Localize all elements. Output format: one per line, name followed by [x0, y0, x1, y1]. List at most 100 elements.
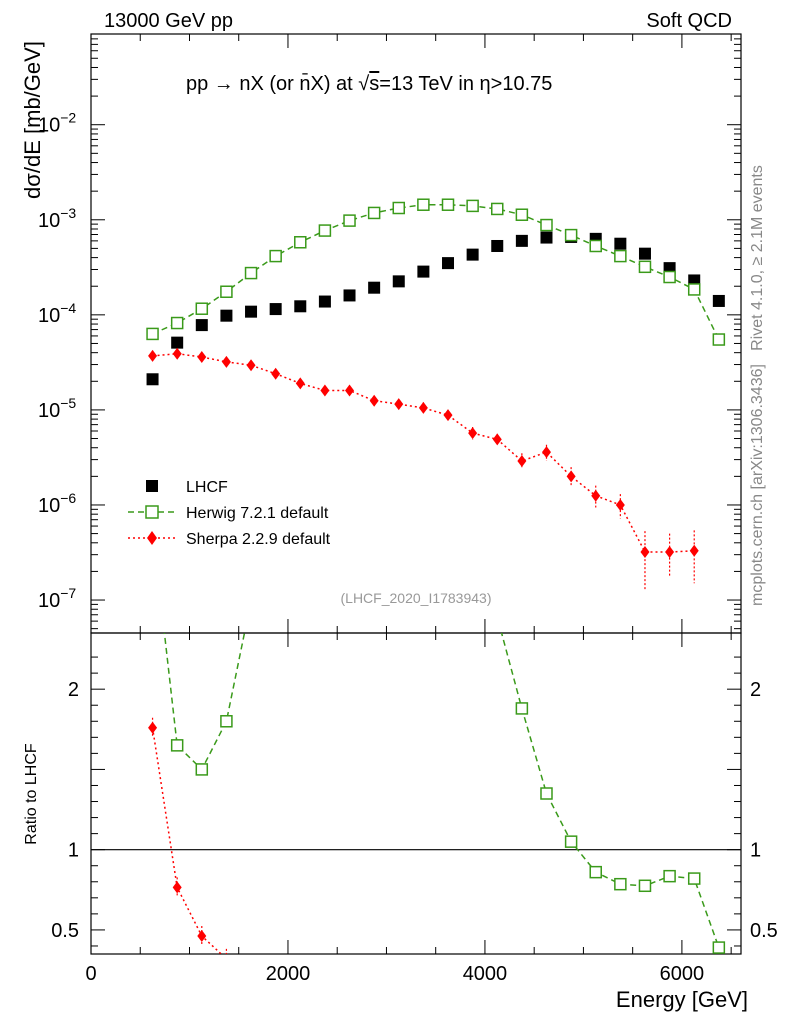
- sherpa-data-point: [246, 359, 256, 372]
- main-plot-marks: [146, 198, 726, 590]
- herwig-data-point: [564, 228, 578, 242]
- lhcf-data-point: [614, 237, 627, 250]
- herwig-data-point: [663, 270, 676, 284]
- lhcf-data-point: [269, 303, 282, 316]
- herwig-ratio-point: [712, 941, 726, 954]
- herwig-ratio-point: [515, 702, 529, 715]
- lhcf-data-point: [442, 257, 455, 270]
- x-tick-label: 6000: [660, 963, 705, 985]
- herwig-data-point: [294, 236, 307, 249]
- y-tick-label: 10−3: [38, 205, 76, 232]
- herwig-data-point: [367, 206, 381, 220]
- ratio-tick-label-left: 1: [68, 840, 79, 862]
- herwig-ratio-point: [492, 611, 503, 622]
- analysis-watermark: (LHCF_2020_I1783943): [341, 590, 492, 606]
- herwig-ratio-line: [163, 633, 720, 948]
- rivet-label: Rivet 4.1.0, ≥ 2.1M events: [749, 165, 766, 351]
- sherpa-data-point: [148, 349, 158, 362]
- lhcf-data-point: [638, 247, 651, 260]
- lhcf-data-point: [466, 248, 479, 261]
- plot-title: pp → nX (or n̄X) at √s=13 TeV in η>10.75: [186, 72, 552, 95]
- ratio-plot-marks: [148, 595, 726, 954]
- herwig-data-point: [515, 208, 529, 221]
- ratio-tick-label-right: 2: [750, 679, 761, 701]
- herwig-ratio-point: [195, 763, 209, 776]
- sherpa-ratio-point: [172, 881, 182, 894]
- ratio-tick-label-left: 2: [68, 679, 79, 701]
- herwig-ratio-point: [220, 715, 233, 728]
- herwig-data-point: [146, 327, 159, 341]
- legend-herwig-label: Herwig 7.2.1 default: [186, 505, 329, 522]
- lhcf-data-point: [515, 234, 528, 247]
- ratio-tick-label-right: 1: [750, 840, 761, 862]
- header-right: Soft QCD: [646, 10, 732, 32]
- sherpa-data-point: [320, 384, 330, 397]
- herwig-ratio-point: [170, 739, 184, 752]
- sherpa-data-point: [492, 433, 502, 446]
- y-axis-label: dσ/dE [mb/GeV]: [20, 41, 45, 199]
- herwig-data-point: [687, 283, 701, 296]
- sherpa-data-point: [418, 401, 428, 414]
- sherpa-data-point: [295, 377, 305, 390]
- lhcf-data-point: [245, 305, 258, 318]
- ratio-tick-label-right: 0.5: [750, 920, 778, 942]
- herwig-ratio-point: [638, 879, 652, 893]
- lhcf-data-point: [368, 281, 381, 294]
- lhcf-data-point: [343, 289, 356, 302]
- legend-lhcf-label: LHCF: [186, 479, 228, 496]
- x-axis-label: Energy [GeV]: [616, 987, 748, 1012]
- herwig-ratio-point: [614, 877, 627, 891]
- herwig-data-point: [343, 214, 356, 227]
- x-tick-label: 0: [85, 963, 96, 985]
- sherpa-data-point: [615, 498, 625, 511]
- lhcf-data-point: [318, 295, 331, 308]
- ratio-y-axis-label: Ratio to LHCF: [23, 743, 40, 845]
- legend-sherpa-label: Sherpa 2.2.9 default: [186, 531, 331, 548]
- herwig-ratio-point: [540, 787, 553, 800]
- lhcf-data-point: [294, 300, 307, 313]
- sherpa-data-point: [689, 544, 699, 557]
- sherpa-data-point: [468, 427, 478, 440]
- lhcf-data-point: [146, 373, 159, 386]
- lhcf-data-point: [392, 275, 405, 288]
- herwig-ratio-point: [663, 869, 676, 883]
- legend: LHCF Herwig 7.2.1 default Sherpa 2.2.9 d…: [128, 479, 331, 548]
- y-tick-label: 10−4: [38, 300, 76, 327]
- herwig-data-point: [589, 239, 602, 253]
- herwig-data-point: [220, 285, 233, 298]
- header-left: 13000 GeV pp: [104, 10, 233, 32]
- herwig-data-point: [244, 266, 258, 280]
- ratio-plot-frame: [90, 632, 742, 955]
- herwig-ratio-point: [246, 595, 257, 606]
- sherpa-data-point: [541, 446, 551, 459]
- plot-title-prefix: pp → nX (or n̄X) at √: [186, 72, 369, 95]
- lhcf-data-point: [540, 231, 553, 244]
- herwig-ratio-point: [589, 865, 602, 879]
- axes-layer: 0 2000 4000 6000 10−7 10−6 10−5 10−4 10−3 10−2 0.5…: [38, 33, 778, 985]
- lhcf-data-point: [712, 294, 725, 307]
- herwig-data-point: [417, 198, 430, 211]
- herwig-data-point: [466, 199, 479, 213]
- legend-sherpa-marker: [147, 531, 157, 545]
- sherpa-data-point: [345, 384, 355, 397]
- sherpa-ratio-line: [151, 727, 223, 954]
- sherpa-data-point: [566, 470, 576, 483]
- sherpa-data-point: [640, 546, 650, 559]
- x-tick-label: 4000: [463, 963, 508, 985]
- herwig-series-line: [152, 203, 720, 340]
- herwig-data-point: [170, 316, 184, 330]
- y-tick-label: 10−6: [38, 490, 76, 517]
- lhcf-data-point: [417, 265, 430, 278]
- herwig-ratio-point: [564, 835, 578, 848]
- herwig-data-point: [392, 201, 406, 215]
- sherpa-data-point: [221, 355, 231, 368]
- y-tick-label: 10−2: [38, 110, 76, 137]
- legend-herwig-marker: [145, 505, 159, 519]
- sherpa-ratio-point: [148, 721, 158, 734]
- sherpa-data-point: [517, 455, 527, 468]
- sherpa-data-point: [197, 351, 207, 364]
- plot-title-s: s: [369, 73, 379, 95]
- y-tick-label: 10−7: [38, 585, 76, 612]
- herwig-ratio-point: [687, 872, 701, 885]
